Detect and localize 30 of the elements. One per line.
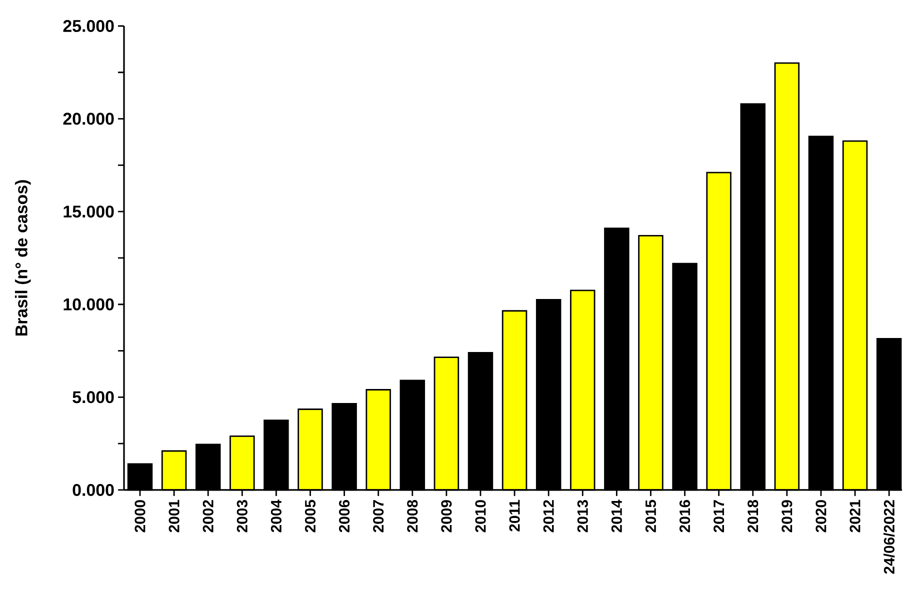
x-tick-label: 24/06/2022 — [884, 500, 895, 574]
y-tick-label: 5.000 — [72, 391, 114, 404]
y-tick-label: 20.000 — [63, 112, 114, 125]
y-tick-label: 15.000 — [64, 206, 114, 218]
x-tick-label: 2015 — [645, 500, 656, 532]
x-tick-label: 2008 — [407, 500, 418, 532]
x-tick-label: 2010 — [475, 500, 486, 532]
x-tick-label: 2001 — [168, 500, 180, 532]
x-tick-label: 2020 — [816, 500, 826, 532]
x-tick-label: 2014 — [611, 500, 622, 532]
x-tick-label: 2018 — [748, 500, 758, 532]
x-tick-label: 2004 — [270, 500, 282, 532]
x-tick-label: 2006 — [339, 500, 350, 532]
y-tick-label: 10.000 — [64, 298, 114, 310]
x-tick-label: 2016 — [679, 500, 690, 532]
x-tick-label: 2017 — [714, 500, 724, 532]
x-tick-label: 2009 — [441, 500, 452, 532]
x-tick-label: 2002 — [202, 500, 214, 532]
x-tick-label: 2003 — [236, 500, 248, 532]
x-tick-label: 2005 — [304, 500, 316, 532]
x-tick-label: 2007 — [373, 500, 384, 532]
x-tick-label: 2000 — [134, 500, 146, 532]
y-axis-title: Brasil (n° de casos) — [14, 180, 31, 336]
x-tick-label: 2013 — [577, 500, 588, 532]
x-tick-label: 2019 — [782, 500, 792, 532]
y-tick-label: 0.000 — [72, 484, 114, 496]
y-tick-label: 25.000 — [63, 20, 114, 32]
x-tick-label: 2011 — [509, 500, 520, 532]
x-tick-label: 2012 — [543, 500, 554, 532]
x-tick-label: 2021 — [850, 500, 860, 532]
